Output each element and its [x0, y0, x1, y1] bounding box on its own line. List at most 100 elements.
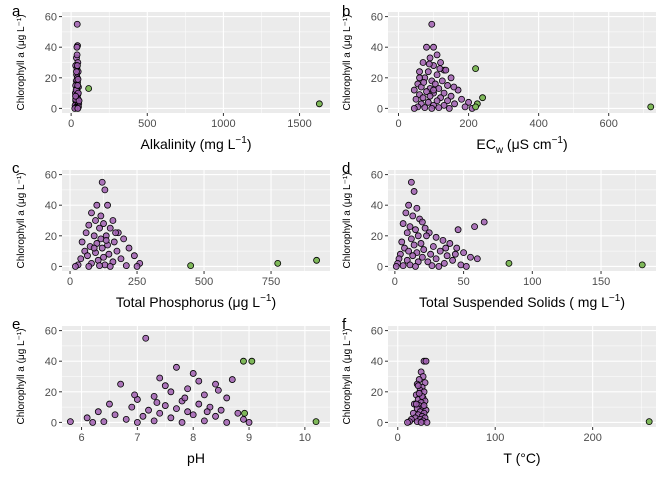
data-point — [111, 411, 119, 419]
data-point — [460, 249, 467, 257]
outlier-point — [472, 65, 479, 73]
x-axis-title: Alkalinity (mg L−1) — [141, 135, 252, 152]
data-point — [195, 400, 203, 408]
x-tick-label: 10 — [299, 432, 311, 444]
data-point — [78, 238, 86, 246]
data-point — [420, 78, 428, 86]
data-point — [73, 68, 80, 76]
data-point — [184, 385, 192, 393]
data-point — [423, 232, 430, 240]
x-axis-title-text: (μS cm — [503, 136, 552, 152]
x-tick-label: 9 — [246, 432, 252, 444]
data-point — [424, 258, 432, 266]
data-point — [178, 419, 186, 426]
data-point — [450, 83, 458, 91]
data-point — [84, 252, 91, 260]
data-point — [156, 374, 164, 382]
data-point — [212, 412, 219, 420]
data-point — [98, 178, 106, 186]
data-point — [97, 212, 105, 220]
data-point — [407, 235, 415, 243]
outlier-point — [312, 418, 320, 426]
data-point — [410, 105, 418, 112]
data-point — [427, 250, 435, 258]
data-point — [410, 188, 418, 195]
data-point — [417, 419, 425, 426]
data-point — [156, 409, 164, 417]
data-point — [184, 408, 192, 416]
data-point — [406, 261, 414, 269]
data-point — [421, 104, 429, 112]
y-tick-label: 40 — [45, 356, 57, 368]
panel-tag: a — [12, 3, 21, 20]
outlier-point — [479, 94, 486, 102]
x-axis-title-text: pH — [187, 450, 205, 466]
data-point — [85, 221, 93, 229]
x-tick-label: 8 — [190, 432, 196, 444]
x-tick-label: 200 — [459, 118, 477, 130]
data-point — [431, 80, 439, 88]
data-point — [420, 402, 428, 409]
data-point — [449, 256, 456, 264]
x-tick-label: 750 — [262, 276, 280, 288]
data-point — [417, 240, 425, 247]
data-point — [125, 244, 133, 252]
data-point — [435, 263, 443, 270]
y-tick-label: 0 — [377, 103, 383, 115]
data-point — [120, 235, 128, 243]
data-point — [398, 238, 406, 246]
data-point — [447, 92, 455, 100]
data-point — [122, 415, 130, 423]
data-point — [203, 408, 211, 416]
data-point — [423, 419, 431, 426]
y-tick-label: 60 — [45, 12, 57, 24]
data-point — [422, 357, 430, 365]
data-point — [77, 255, 85, 263]
data-point — [200, 417, 208, 425]
data-point — [75, 97, 83, 105]
x-tick-label: 0 — [392, 276, 398, 288]
data-point — [100, 418, 108, 426]
data-point — [409, 252, 417, 260]
data-point — [161, 382, 169, 390]
data-point — [410, 86, 418, 94]
x-tick-label: 100 — [523, 276, 541, 288]
data-point — [122, 262, 130, 270]
y-tick-label: 60 — [45, 170, 57, 182]
data-point — [128, 403, 136, 411]
y-tick-label: 0 — [51, 103, 57, 115]
data-point — [439, 236, 447, 244]
data-point — [440, 89, 448, 97]
data-point — [409, 212, 417, 220]
data-point — [73, 51, 81, 59]
data-point — [74, 75, 82, 83]
data-point — [96, 224, 103, 232]
data-point — [214, 386, 222, 394]
data-point — [432, 233, 440, 241]
data-point — [447, 74, 455, 82]
x-axis-title-text: EC — [476, 136, 495, 152]
data-point — [454, 226, 462, 234]
data-point — [465, 98, 472, 106]
data-point — [412, 400, 420, 408]
y-tick-label: 40 — [371, 356, 383, 368]
data-point — [161, 402, 169, 409]
data-point — [109, 217, 117, 224]
outlier-point — [274, 259, 282, 267]
data-point — [173, 405, 180, 413]
data-point — [423, 88, 430, 95]
y-tick-label: 20 — [371, 387, 383, 399]
data-point — [414, 382, 422, 390]
y-tick-label: 60 — [371, 170, 383, 182]
x-axis-title-text: ) — [563, 136, 568, 152]
x-tick-label: 250 — [128, 276, 146, 288]
data-point — [73, 43, 81, 51]
outlier-point — [241, 409, 248, 417]
data-point — [106, 263, 114, 270]
panel-tag: c — [12, 160, 20, 177]
x-axis-title-text: ) — [272, 294, 277, 310]
